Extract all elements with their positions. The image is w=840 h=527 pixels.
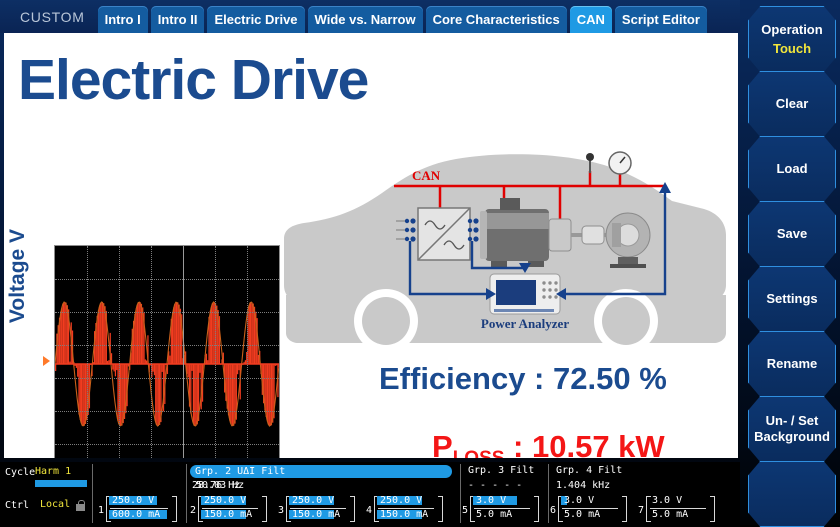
cycle-label: Cycle [5,467,35,478]
group-frequency-2: 28.76 Hz [192,480,240,491]
current-value: 5.0 mA [564,509,600,520]
tab-intro-ii[interactable]: Intro II [151,6,205,33]
sidebar-button-load[interactable]: Load [748,136,836,202]
sidebar-button-un-set-background[interactable]: Un- / Set Background [748,396,836,462]
current-value: 5.0 mA [476,509,512,520]
current-value: 150.0 mA [380,509,428,520]
power-loss-subscript: LOSS [453,448,505,458]
sidebar-button-clear[interactable]: Clear [748,71,836,137]
tab-core-characteristics[interactable]: Core Characteristics [426,6,567,33]
channel-number-7: 7 [638,505,644,516]
channel-voltage-row-3[interactable]: 250.0 V [289,496,353,505]
group-title-4[interactable]: Grp. 4 Filt [556,465,622,476]
sidebar-button-save[interactable]: Save [748,201,836,267]
voltage-value: 3.0 V [652,495,682,506]
channel-voltage-row-7[interactable]: 3.0 V [649,496,713,505]
channel-voltage-row-5[interactable]: 3.0 V [473,496,537,505]
channel-number-5: 5 [462,505,468,516]
channel-number-1: 1 [98,505,104,516]
efficiency-value: 72.50 % [553,361,667,396]
trigger-marker-icon [43,356,50,366]
sidebar-button-sublabel: Touch [773,41,811,57]
gauge-icon [609,152,631,174]
measurement-status-bar: Cycle Harm 1 Ctrl Local Grp. 1 Filt50.03… [0,462,740,525]
page-title: Electric Drive [18,47,368,113]
cycle-value[interactable]: Harm 1 [35,466,71,477]
voltage-value: 250.0 V [112,495,154,506]
voltage-value: 250.0 V [204,495,246,506]
current-value: 150.0 mA [292,509,340,520]
channel-current-row-4[interactable]: 150.0 mA [377,510,441,519]
channel-voltage-row-6[interactable]: 3.0 V [561,496,625,505]
channel-number-6: 6 [550,505,556,516]
function-key-sidebar: Operation Touch Clear Load Save Settings Renam… [740,0,840,525]
channel-current-row-3[interactable]: 150.0 mA [289,510,353,519]
channel-number-3: 3 [278,505,284,516]
tab-can[interactable]: CAN [570,6,612,33]
channel-voltage-row-2[interactable]: 250.0 V [201,496,265,505]
sidebar-button-rename[interactable]: Rename [748,331,836,397]
vfd-output-trace [55,246,279,458]
group-title-2[interactable]: Grp. 2 UΔI Filt [190,465,452,478]
power-loss-label: P [432,429,453,458]
hex-button-shape [748,6,836,72]
channel-number-2: 2 [190,505,196,516]
efficiency-label: Efficiency : [379,361,553,396]
power-loss-readout: PLOSS : 10.57 kW [432,429,665,458]
lock-icon[interactable] [76,500,85,511]
scope-widget: Voltage V VFD Output [4,238,304,458]
channel-voltage-row-4[interactable]: 250.0 V [377,496,441,505]
ctrl-value[interactable]: Local [40,499,70,510]
channel-current-row-5[interactable]: 5.0 mA [473,510,537,519]
channel-current-row-1[interactable]: 600.0 mA [109,510,175,519]
voltage-value: 250.0 V [380,495,422,506]
sidebar-button-label: Load [776,161,807,177]
voltage-value: 3.0 V [476,495,506,506]
power-loss-value: 10.57 kW [532,429,665,458]
cycle-bar [35,480,87,487]
main-display-panel: CAN [4,33,738,458]
current-value: 600.0 mA [112,509,160,520]
channel-current-row-7[interactable]: 5.0 mA [649,510,713,519]
custom-label: CUSTOM [0,9,98,33]
tab-intro-i[interactable]: Intro I [98,6,148,33]
power-analyzer-device [490,274,560,314]
ctrl-label: Ctrl [5,500,29,511]
channel-current-row-2[interactable]: 150.0 mA [201,510,265,519]
sidebar-button-label: Clear [776,96,809,112]
sidebar-button-settings[interactable]: Settings [748,266,836,332]
sidebar-button-label: Un- / Set Background [748,413,836,445]
efficiency-readout: Efficiency : 72.50 % [379,361,667,397]
power-analyzer-label: Power Analyzer [481,316,569,331]
sidebar-button-label: Operation [761,22,822,38]
channel-voltage-row-1[interactable]: 250.0 V [109,496,175,505]
current-value: 5.0 mA [652,509,688,520]
tab-wide-vs-narrow[interactable]: Wide vs. Narrow [308,6,423,33]
sidebar-button-operation[interactable]: Operation Touch [748,6,836,72]
hex-button-shape [748,461,836,527]
tab-electric-drive[interactable]: Electric Drive [207,6,304,33]
group-frequency-4: 1.404 kHz [556,480,610,491]
tab-script-editor[interactable]: Script Editor [615,6,707,33]
channel-number-4: 4 [366,505,372,516]
current-value: 150.0 mA [204,509,252,520]
sidebar-button-label: Rename [767,356,818,372]
channel-current-row-6[interactable]: 5.0 mA [561,510,625,519]
can-bus-label: CAN [412,168,441,183]
sidebar-button-label: Settings [766,291,817,307]
group-frequency-3: - - - - - [468,480,522,491]
voltage-value: 3.0 V [564,495,594,506]
scope-y-axis-label: Voltage V [6,216,30,336]
group-title-3[interactable]: Grp. 3 Filt [468,465,534,476]
waveform-plot[interactable] [54,245,280,458]
power-loss-separator: : [504,429,532,458]
voltage-value: 250.0 V [292,495,334,506]
sidebar-button-empty-7[interactable] [748,461,836,527]
sidebar-button-label: Save [777,226,807,242]
